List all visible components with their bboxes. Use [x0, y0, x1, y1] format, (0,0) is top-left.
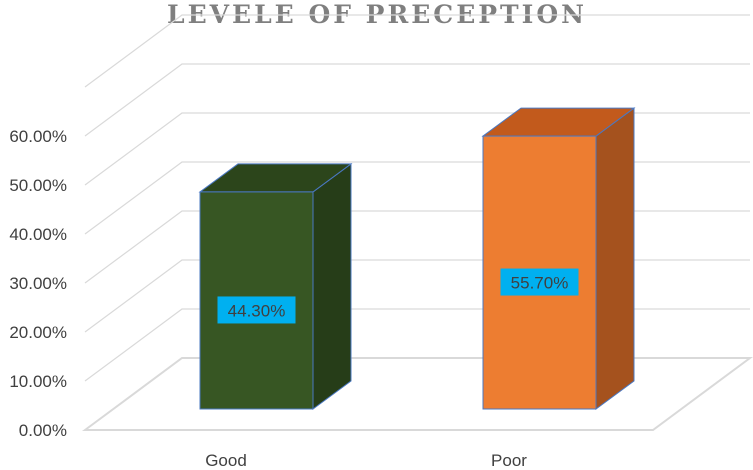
bar-side [595, 107, 635, 410]
y-tick-label: 40.00% [9, 225, 67, 244]
gridline [84, 308, 750, 382]
category-label: Poor [491, 451, 527, 470]
category-label: Good [205, 451, 247, 470]
y-tick-label: 0.00% [19, 421, 67, 440]
data-label-box [500, 268, 579, 296]
y-tick-label: 10.00% [9, 372, 67, 391]
y-tick-label: 20.00% [9, 323, 67, 342]
gridline [84, 210, 750, 284]
gridline [84, 14, 750, 88]
y-tick-label: 50.00% [9, 176, 67, 195]
gridline [84, 161, 750, 235]
data-label: 55.70% [511, 274, 569, 293]
bar-side [312, 162, 352, 410]
data-label-box [217, 296, 296, 324]
gridline [84, 63, 750, 137]
y-tick-label: 60.00% [9, 127, 67, 146]
gridlines [81, 14, 753, 431]
floor [81, 357, 753, 431]
gridline [84, 259, 750, 333]
y-tick-label: 30.00% [9, 274, 67, 293]
y-axis-ticks: 0.00% 10.00% 20.00% 30.00% 40.00% 50.00% 60.00… [9, 127, 67, 440]
gridline [84, 112, 750, 186]
x-axis-categories: Good Poor [205, 451, 527, 470]
bars: 44.30% 55.70% [198, 107, 636, 410]
bar-good: 44.30% [198, 162, 353, 410]
bar-poor: 55.70% [481, 107, 636, 410]
data-label: 44.30% [228, 301, 286, 320]
